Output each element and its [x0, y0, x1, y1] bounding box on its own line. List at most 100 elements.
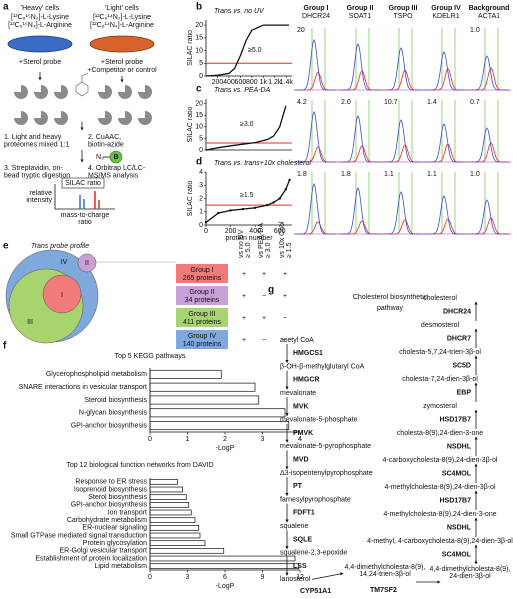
- group-swatch: [176, 286, 228, 305]
- x-tick-label: 3: [261, 436, 265, 443]
- enzyme: EBP: [457, 389, 472, 396]
- heavy-trace: [467, 55, 507, 91]
- medium: [¹²C₆¹⁴N₄]-L-Arginine: [90, 22, 154, 29]
- group-mark: +: [242, 271, 246, 278]
- bar: [149, 548, 225, 554]
- y-tick-label: 4: [199, 169, 203, 176]
- axis-label: mass-to-charge: [61, 212, 110, 219]
- enzyme: HMGCR: [293, 377, 319, 384]
- enzyme: DHCR7: [447, 335, 471, 342]
- light-trace: [298, 221, 338, 235]
- group-name: Group I: [304, 5, 329, 12]
- light-trace: [342, 145, 382, 163]
- heavy-trace: [424, 51, 464, 91]
- enzyme: FDFT1: [293, 510, 315, 517]
- metabolite: lanosterol: [280, 576, 311, 583]
- data-line: [205, 24, 290, 77]
- bar: [149, 369, 222, 379]
- category-label: SNARE interactions in vesicular transpor…: [19, 384, 147, 391]
- category-label: Lipid metabolism: [94, 563, 147, 570]
- metabolite: 14,24-trien-3β-ol: [359, 571, 411, 578]
- group-name: Background: [469, 5, 510, 12]
- step: bead tryptic digestion: [4, 172, 70, 179]
- group-count: 34 proteins: [185, 297, 220, 304]
- metabolite: desmosterol: [421, 322, 460, 329]
- group-name: Group IV: [188, 333, 216, 340]
- group-name: Group III: [188, 311, 215, 318]
- heavy-trace: [338, 187, 378, 235]
- y-tick-label: 3: [199, 182, 203, 189]
- column-header: ≥ 5.0: [245, 242, 252, 258]
- metabolite: mevalonate-5-pyrophosphate: [280, 443, 371, 450]
- treatment: +Sterol probe: [19, 59, 61, 66]
- category-label: Small GTPase mediated signal transductio…: [11, 532, 147, 539]
- venn-circle: [77, 253, 97, 273]
- step: 3. Streptavidin, on-: [4, 165, 63, 172]
- venn-label: IV: [61, 259, 68, 266]
- category-label: Isoprenoid biosynthesis: [74, 486, 148, 493]
- enzyme: PMVK: [293, 430, 313, 437]
- light-trace: [385, 144, 425, 163]
- bar: [149, 563, 300, 569]
- group-mark: +: [262, 315, 266, 322]
- data-point: [278, 197, 281, 200]
- enzyme: SC4MOL: [442, 551, 472, 558]
- y-tick-label: 10: [195, 124, 203, 131]
- x-tick-label: 1: [186, 436, 190, 443]
- data-point: [284, 188, 288, 191]
- x-tick-label: 400: [249, 228, 261, 235]
- enzyme: DHCR24: [443, 308, 471, 315]
- panel-letter: e: [3, 241, 9, 252]
- x-tick-label: 1.2k: [268, 79, 282, 86]
- light-trace: [385, 219, 425, 235]
- metabolite: zymosterol: [423, 403, 457, 410]
- y-axis-label: SILAC ratio: [187, 180, 194, 216]
- bar: [149, 509, 192, 516]
- data-line: [205, 179, 291, 223]
- step: MS/MS analysis: [88, 172, 139, 179]
- venn-title: Trans probe profile: [31, 243, 89, 250]
- x-tick-label: 12: [296, 574, 304, 581]
- medium: [¹³C₆¹⁵N₂]-L-Lysine: [11, 14, 69, 21]
- venn-circle: [42, 274, 82, 314]
- y-tick-label: 20: [195, 100, 203, 107]
- data-point: [253, 206, 257, 209]
- bar: [149, 525, 200, 531]
- ratio-label: SILAC ratio: [65, 180, 101, 187]
- ratio-label: 1.1: [427, 171, 437, 178]
- group-name: Group II: [347, 5, 374, 12]
- group-mark: −: [283, 337, 287, 344]
- metabolite: mevalonate-5-phosphate: [280, 417, 358, 424]
- group-mark: −: [262, 337, 266, 344]
- column-header: vs 10x Chol: [279, 221, 286, 258]
- x-axis-label: -LogP: [216, 445, 235, 452]
- medium: [¹²C₆¹⁴N₂]-L-Lysine: [93, 14, 151, 21]
- bar: [149, 479, 178, 485]
- metabolite: 4-carboxycholesta-8(9),24-dien-3β-ol: [383, 457, 498, 464]
- category-label: Response to ER stress: [75, 479, 147, 486]
- step: 4. Orbitrap LC/LC-: [88, 165, 146, 172]
- axis-label: relative: [29, 190, 52, 197]
- chart-title: Top 12 biological function networks from…: [66, 462, 213, 469]
- x-tick-label: 800: [246, 79, 258, 86]
- enzyme: SC4MOL: [442, 470, 472, 477]
- venn-label: II: [85, 260, 89, 267]
- group-swatch: [176, 308, 228, 327]
- group-mark: −: [262, 293, 266, 300]
- axis-label: intensity: [26, 197, 52, 204]
- enzyme: TM7SF2: [370, 587, 397, 594]
- x-tick-label: 600: [235, 79, 247, 86]
- category-label: Carbohydrate metabolism: [67, 517, 147, 524]
- panel-letter: f: [3, 341, 7, 352]
- protein-name: ACTA1: [478, 13, 500, 20]
- y-axis-label: SILAC ratio: [187, 106, 194, 142]
- enzyme: HMGCS1: [293, 350, 323, 357]
- y-tick-label: 15: [195, 112, 203, 119]
- category-label: N-glycan biosynthesis: [79, 410, 148, 417]
- group-count: 411 proteins: [183, 319, 222, 326]
- ratio-label: 1.4: [427, 99, 437, 106]
- data-point: [241, 207, 245, 211]
- pathway-title: Cholesterol biosynthetic: [353, 294, 428, 301]
- x-tick-label: 9: [261, 574, 265, 581]
- bar: [149, 555, 296, 562]
